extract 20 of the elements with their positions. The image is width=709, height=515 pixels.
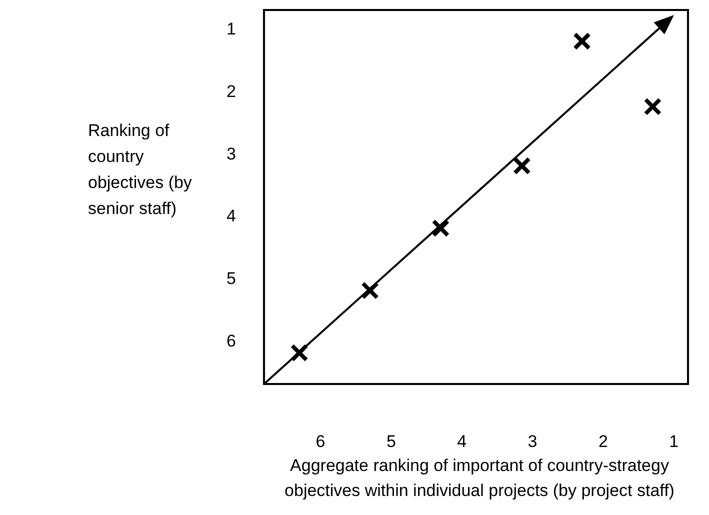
y-tick-label: 6 xyxy=(226,331,236,350)
x-tick-label: 4 xyxy=(457,432,467,452)
y-tick-label: 5 xyxy=(226,269,236,288)
x-tick-label: 2 xyxy=(598,432,608,452)
y-tick-label: 4 xyxy=(226,206,236,226)
point xyxy=(361,282,379,300)
point xyxy=(290,344,308,362)
point xyxy=(644,98,662,116)
x-tick-label: 5 xyxy=(386,432,396,452)
x-tick-label: 3 xyxy=(528,432,538,452)
x-tick-label: 6 xyxy=(316,432,326,452)
point xyxy=(512,156,531,175)
y-tick-label: 3 xyxy=(226,144,236,164)
x-tick-label: 1 xyxy=(669,432,679,452)
x-axis-title: Aggregate ranking of important of country-strategy objectives within individual projects (by project staff) xyxy=(284,455,676,502)
y-tick-label: 1 xyxy=(226,20,236,39)
point xyxy=(573,32,591,50)
y-axis-title: Ranking of country objectives (by senior staff) xyxy=(88,120,193,220)
point xyxy=(432,219,450,238)
y-tick-label: 2 xyxy=(226,82,236,102)
